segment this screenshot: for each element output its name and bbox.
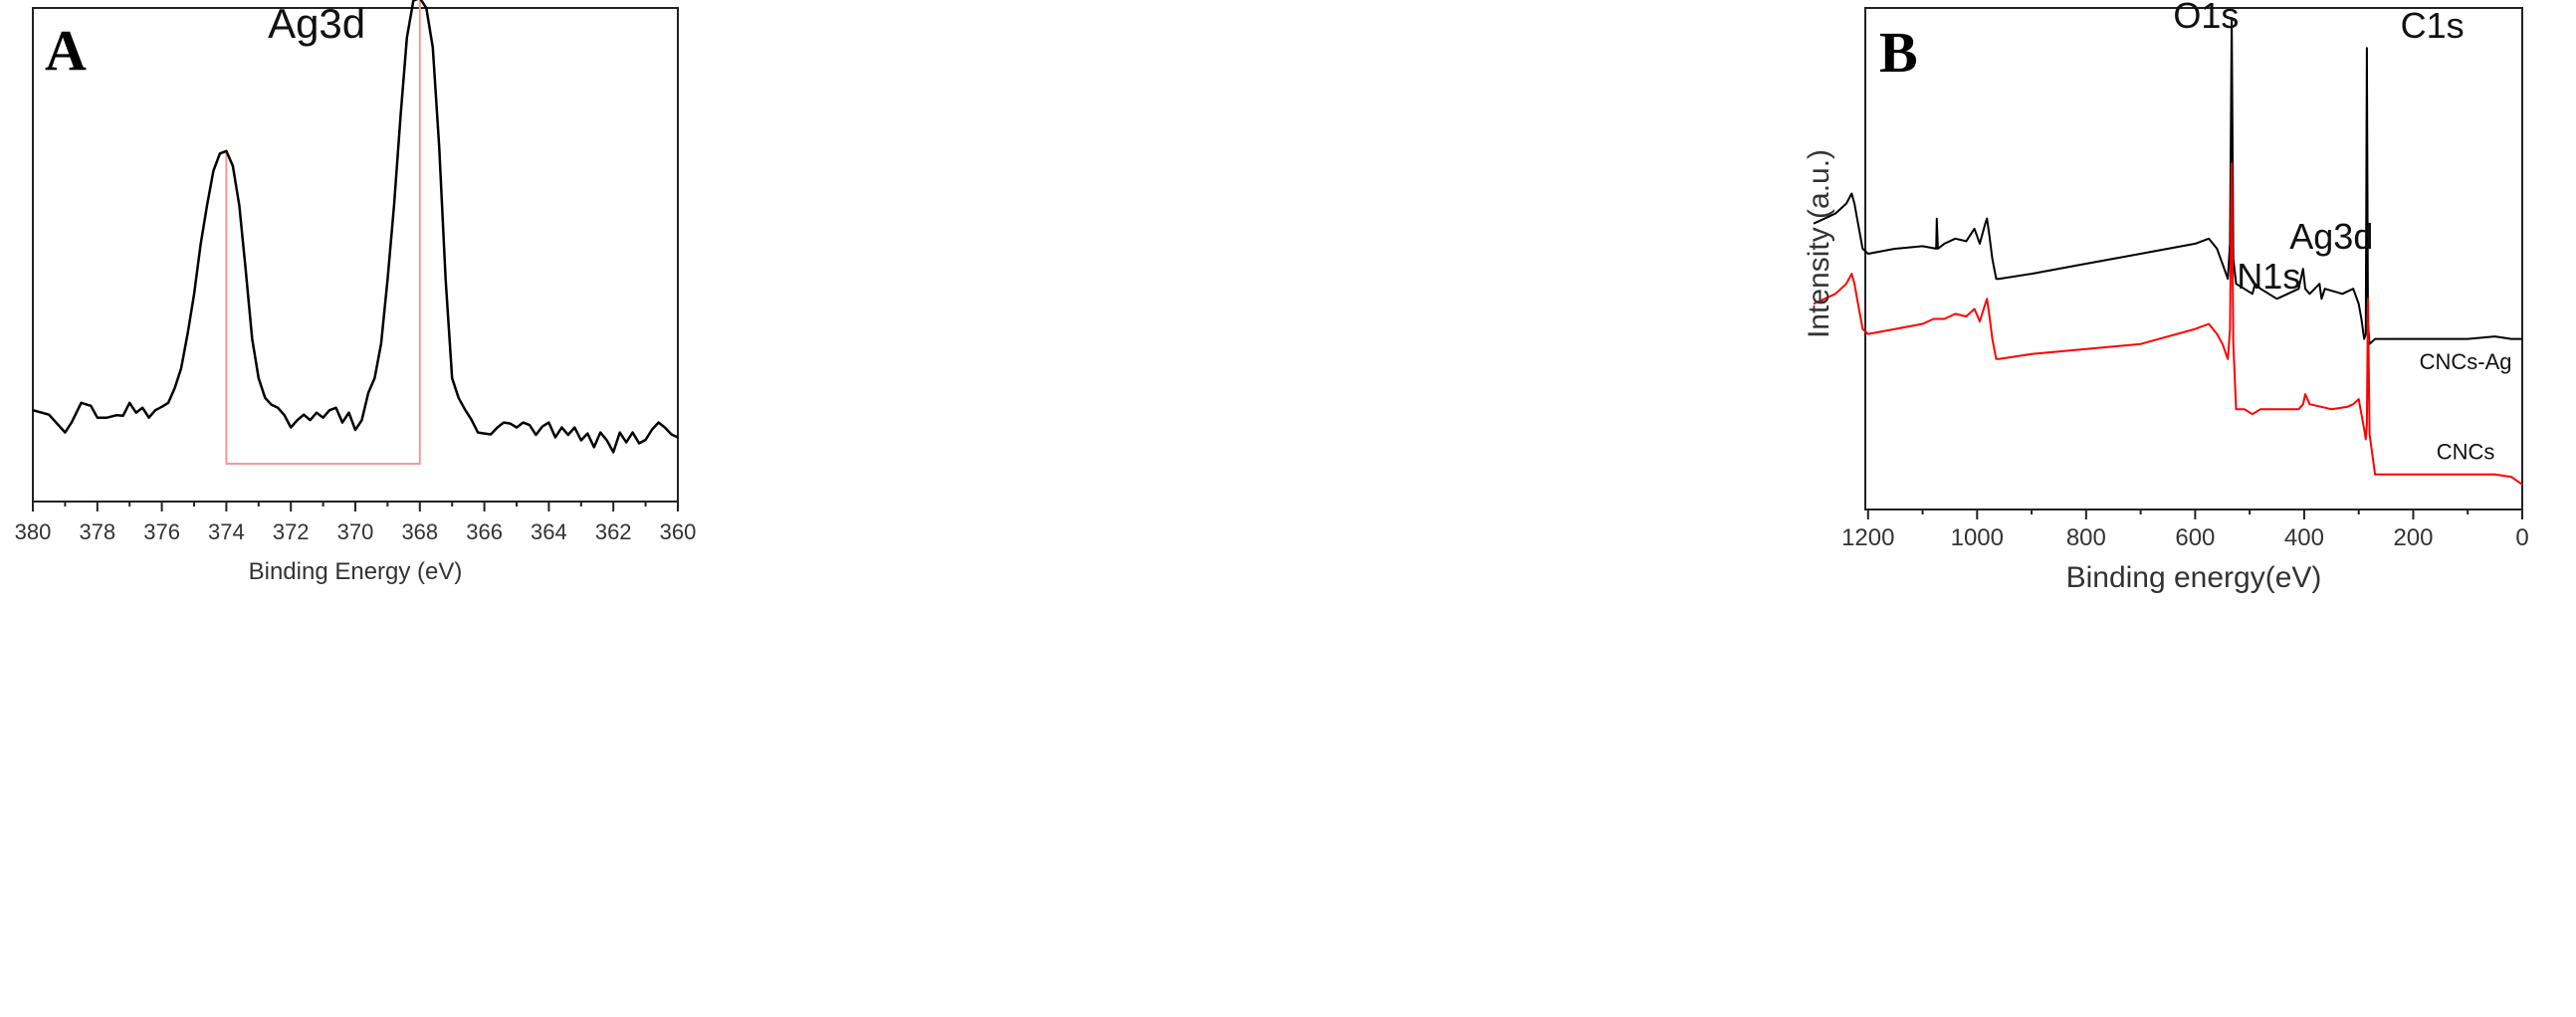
annotation-cncs-ag: CNCs-Ag [2420, 349, 2512, 374]
annotation-ag3d: Ag3d [268, 0, 365, 47]
panel-letter: B [1879, 20, 1918, 85]
annotation-n1s: N1s [2237, 256, 2300, 297]
y-axis-label: Intensity (a.u.) [1803, 149, 1835, 338]
x-tick-label: 372 [273, 519, 310, 544]
x-axis-label: Binding energy(eV) [2066, 561, 2322, 594]
x-tick-label: 370 [337, 519, 374, 544]
x-tick-label: 800 [2066, 524, 2106, 551]
annotation-o1s: O1s [2173, 0, 2239, 36]
x-tick-label: 1000 [1951, 524, 2004, 551]
plot-frame [1864, 7, 2523, 510]
x-tick-label: 374 [208, 519, 245, 544]
x-tick-label: 1200 [1841, 524, 1894, 551]
panel-a: A 380 378 376 374 372 370 368 366 364 362 360 Ag3d… [15, 0, 697, 585]
x-tick-label: 0 [2515, 524, 2528, 551]
x-tick-label: 378 [79, 519, 115, 544]
panel-b: B 1200 1000 800 600 400 200 0 O1s C1s N1s Ag3d CNC… [1288, 0, 2576, 1017]
x-axis-label: Binding Energy (eV) [249, 558, 463, 585]
annotation-cncs: CNCs [2437, 440, 2495, 465]
annotation-ag3d: Ag3d [2289, 216, 2373, 257]
x-tick-label: 364 [531, 519, 567, 544]
series-line-cncs-ag [1813, 17, 2522, 345]
x-tick-label: 400 [2284, 524, 2324, 551]
x-tick-label: 366 [466, 519, 503, 544]
series-line-cncs [1813, 162, 2523, 486]
peak-bracket [225, 0, 421, 465]
x-tick-label: 200 [2393, 524, 2433, 551]
panel-letter: A [45, 18, 87, 83]
x-tick-label: 380 [15, 519, 52, 544]
annotation-c1s: C1s [2401, 5, 2465, 46]
x-tick-label: 600 [2175, 524, 2215, 551]
x-tick-label: 362 [595, 519, 632, 544]
x-tick-label: 360 [660, 519, 697, 544]
x-tick-label: 376 [143, 519, 180, 544]
panel-a-chart: A 380 378 376 374 372 370 368 366 364 362 360 Ag3d… [15, 0, 697, 585]
series-line-series-0 [32, 0, 679, 454]
x-tick-label: 368 [401, 519, 438, 544]
